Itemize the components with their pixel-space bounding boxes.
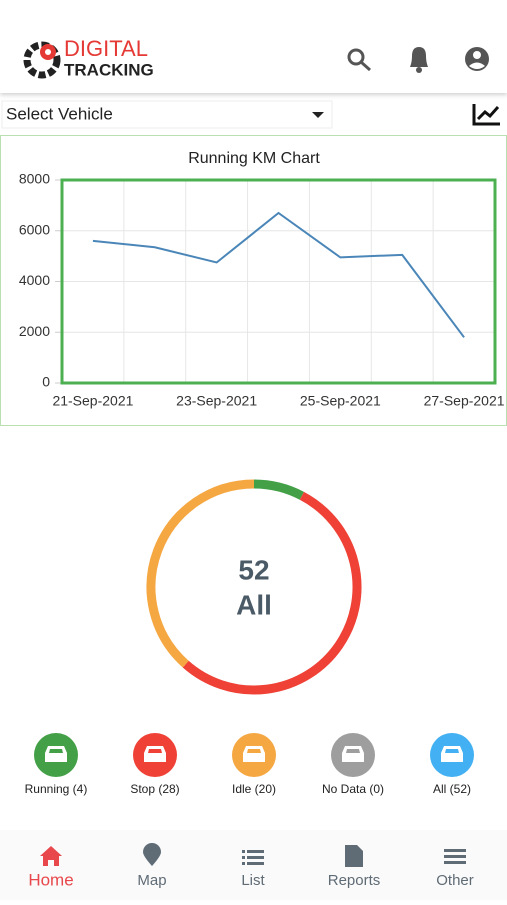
brand-bottom: TRACKING: [64, 60, 154, 79]
x-tick-label: 21-Sep-2021: [52, 393, 133, 409]
nav-icon: [242, 850, 264, 865]
y-tick-label: 6000: [19, 221, 50, 237]
status-button[interactable]: Stop (28): [130, 733, 180, 796]
nav-item[interactable]: Home: [28, 846, 74, 889]
nav-icon: [143, 843, 161, 866]
bell-icon[interactable]: [410, 47, 428, 73]
header: [0, 0, 507, 93]
car-icon: [144, 746, 166, 762]
chart-toggle-icon[interactable]: [472, 104, 500, 126]
status-button[interactable]: No Data (0): [322, 733, 384, 796]
nav-item[interactable]: Reports: [328, 845, 381, 889]
nav-item[interactable]: Map: [137, 843, 167, 889]
vehicle-select[interactable]: [1, 100, 333, 129]
nav-label: List: [241, 872, 265, 889]
donut-center-label: All: [236, 589, 272, 620]
plot-border: [60, 178, 497, 385]
status-label: All (52): [433, 782, 471, 796]
y-tick-label: 8000: [19, 171, 50, 187]
status-button[interactable]: Running (4): [25, 733, 88, 796]
nav-label: Other: [436, 872, 474, 889]
x-tick-label: 27-Sep-2021: [424, 393, 505, 409]
nav-icon: [444, 849, 466, 864]
vehicle-select-label: Select Vehicle: [6, 104, 113, 123]
car-icon: [342, 746, 364, 762]
donut-segment: [182, 491, 362, 695]
nav-label: Map: [137, 872, 166, 889]
chart-title: Running KM Chart: [188, 150, 320, 167]
x-tick-label: 25-Sep-2021: [300, 393, 381, 409]
brand-top: DIGITAL: [64, 36, 148, 61]
y-tick-label: 2000: [19, 323, 50, 339]
status-label: Running (4): [25, 782, 88, 796]
y-tick-label: 4000: [19, 272, 50, 288]
nav-item[interactable]: List: [241, 850, 266, 889]
status-button[interactable]: All (52): [430, 733, 474, 796]
nav-item[interactable]: Other: [436, 849, 474, 889]
nav-label: Reports: [328, 872, 381, 889]
donut-segment: [253, 479, 304, 500]
car-icon: [243, 746, 265, 762]
logo: [23, 41, 61, 79]
data-line: [92, 211, 465, 338]
account-icon[interactable]: [465, 47, 489, 71]
donut-center-value: 52: [238, 554, 269, 585]
nav-label: Home: [28, 870, 73, 889]
nav-icon: [345, 845, 363, 867]
x-tick-label: 23-Sep-2021: [176, 393, 257, 409]
search-icon[interactable]: [347, 48, 371, 72]
car-icon: [45, 746, 67, 762]
status-label: No Data (0): [322, 782, 384, 796]
status-label: Idle (20): [232, 782, 276, 796]
status-button[interactable]: Idle (20): [232, 733, 276, 796]
nav-icon: [40, 846, 62, 866]
dropdown-arrow: [312, 112, 324, 118]
donut-segment: [146, 479, 255, 668]
y-tick-label: 0: [42, 374, 50, 390]
status-label: Stop (28): [130, 782, 179, 796]
car-icon: [441, 746, 463, 762]
